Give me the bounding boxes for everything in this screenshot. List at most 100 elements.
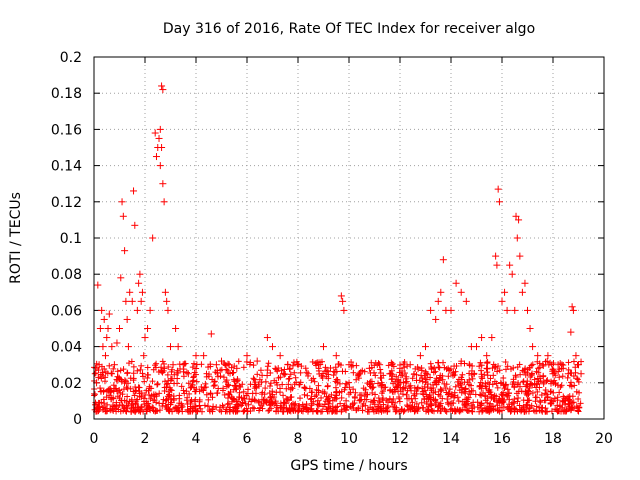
- noise-point: [144, 374, 151, 381]
- noise-point: [251, 405, 258, 412]
- noise-point: [459, 371, 466, 378]
- noise-point: [255, 383, 262, 390]
- noise-point: [491, 392, 498, 399]
- noise-point: [153, 360, 160, 367]
- noise-point: [441, 380, 448, 387]
- noise-point: [128, 405, 135, 412]
- y-tick-label: 0.16: [51, 122, 82, 138]
- noise-point: [106, 362, 113, 369]
- data-point: [427, 306, 435, 314]
- data-point: [521, 279, 529, 287]
- noise-point: [478, 392, 485, 399]
- noise-point: [521, 408, 528, 415]
- noise-point: [490, 372, 497, 379]
- noise-point: [242, 400, 249, 407]
- y-tick-label: 0.02: [51, 376, 82, 392]
- noise-point: [131, 392, 138, 399]
- noise-point: [172, 404, 179, 411]
- noise-point: [411, 384, 418, 391]
- noise-point: [352, 389, 359, 396]
- noise-point: [156, 390, 163, 397]
- noise-point: [534, 388, 541, 395]
- noise-point: [198, 361, 205, 368]
- data-point: [155, 134, 163, 142]
- noise-point: [266, 402, 273, 409]
- noise-point: [445, 401, 452, 408]
- noise-point: [261, 396, 268, 403]
- noise-point: [468, 382, 475, 389]
- noise-point: [435, 364, 442, 371]
- noise-point: [487, 375, 494, 382]
- noise-point: [494, 402, 501, 409]
- noise-point: [427, 374, 434, 381]
- noise-point: [321, 368, 328, 375]
- noise-point: [113, 402, 120, 409]
- noise-point: [291, 404, 298, 411]
- data-point: [98, 306, 106, 314]
- noise-point: [95, 408, 102, 415]
- noise-point: [331, 369, 338, 376]
- noise-point: [442, 385, 449, 392]
- noise-point: [110, 365, 117, 372]
- x-tick-label: 18: [544, 431, 562, 447]
- data-point: [386, 370, 394, 378]
- noise-point: [131, 408, 138, 415]
- noise-point: [286, 375, 293, 382]
- noise-point: [547, 359, 554, 366]
- data-points: [93, 82, 585, 387]
- noise-point: [521, 368, 528, 375]
- noise-point: [392, 378, 399, 385]
- y-tick-label: 0.04: [51, 340, 82, 356]
- noise-point: [457, 381, 464, 388]
- noise-point: [396, 398, 403, 405]
- noise-point: [403, 402, 410, 409]
- noise-point: [418, 372, 425, 379]
- noise-point: [96, 399, 103, 406]
- noise-point: [326, 393, 333, 400]
- noise-point: [266, 399, 273, 406]
- noise-point: [396, 379, 403, 386]
- noise-point: [183, 369, 190, 376]
- data-point: [212, 361, 220, 369]
- noise-point: [321, 389, 328, 396]
- noise-point: [136, 393, 143, 400]
- noise-point: [277, 404, 284, 411]
- noise-point: [255, 398, 262, 405]
- noise-point: [251, 381, 258, 388]
- noise-point: [559, 398, 566, 405]
- noise-point: [553, 406, 560, 413]
- noise-point: [451, 394, 458, 401]
- noise-point: [241, 407, 248, 414]
- noise-point: [515, 395, 522, 402]
- noise-point: [323, 406, 330, 413]
- noise-point: [327, 405, 334, 412]
- noise-point: [120, 386, 127, 393]
- noise-point: [389, 375, 396, 382]
- noise-point: [533, 368, 540, 375]
- noise-point: [567, 379, 574, 386]
- data-point: [94, 281, 102, 289]
- noise-point: [537, 375, 544, 382]
- noise-point: [150, 366, 157, 373]
- noise-point: [193, 378, 200, 385]
- noise-point: [574, 375, 581, 382]
- noise-point: [393, 404, 400, 411]
- noise-point: [505, 401, 512, 408]
- data-point: [243, 352, 251, 360]
- noise-point: [526, 384, 533, 391]
- data-point: [503, 306, 511, 314]
- noise-point: [494, 368, 501, 375]
- noise-point: [183, 397, 190, 404]
- data-point: [218, 357, 225, 365]
- noise-point: [171, 405, 178, 412]
- data-point: [123, 315, 131, 323]
- noise-point: [297, 395, 304, 402]
- noise-point: [562, 397, 569, 404]
- noise-point: [468, 367, 475, 374]
- noise-point: [484, 399, 491, 406]
- data-point: [506, 261, 514, 269]
- noise-point: [524, 392, 531, 399]
- noise-point: [294, 408, 301, 415]
- noise-point: [271, 377, 278, 384]
- noise-point: [428, 407, 435, 414]
